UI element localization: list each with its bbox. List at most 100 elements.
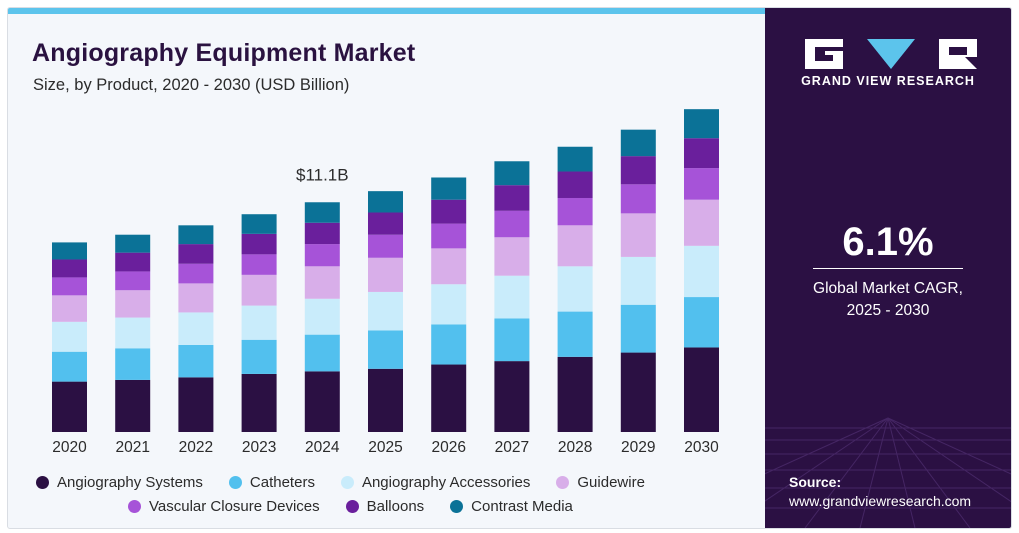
brand-panel: GRAND VIEW RESEARCH 6.1% Global Market C… bbox=[765, 8, 1011, 528]
grid-floor-decoration bbox=[765, 417, 1011, 528]
bar-2029-vascular-closure-devices bbox=[620, 184, 656, 214]
bar-2028-catheters bbox=[557, 311, 593, 357]
bar-2026-contrast-media bbox=[431, 177, 467, 200]
cagr-label-line-1: Global Market CAGR, bbox=[813, 280, 963, 297]
source-label: Source: bbox=[789, 474, 842, 490]
bar-2027-balloons bbox=[494, 185, 530, 211]
bar-2025-contrast-media bbox=[368, 191, 403, 213]
bar-2024-angiography-accessories bbox=[304, 298, 340, 335]
legend-item-guidewire: Guidewire bbox=[556, 474, 645, 491]
bar-2028-angiography-systems bbox=[557, 356, 593, 432]
bar-2029-balloons bbox=[620, 156, 656, 185]
x-tick-label: 2030 bbox=[684, 439, 719, 456]
stacked-bar-chart: 2020 2021 2022 2023 2024 $11.1B 2025 2026 2027 20… bbox=[52, 109, 719, 456]
bar-2020-vascular-closure-devices bbox=[52, 277, 87, 296]
bar-2030-angiography-accessories bbox=[684, 245, 719, 298]
chart-card: Angiography Equipment Market Size, by Pr… bbox=[7, 7, 1012, 529]
legend-item-balloons: Balloons bbox=[345, 497, 425, 515]
legend-label: Guidewire bbox=[577, 473, 645, 491]
bar-2023-contrast-media bbox=[241, 214, 277, 234]
legend-item-angiography-systems: Angiography Systems bbox=[36, 474, 203, 491]
x-tick-label: 2023 bbox=[242, 439, 276, 456]
x-tick-label: 2026 bbox=[431, 439, 465, 456]
bar-2030-balloons bbox=[684, 138, 719, 169]
bar-2021-angiography-systems bbox=[115, 379, 151, 432]
cagr-value: 6.1% bbox=[842, 220, 934, 264]
bar-2022-catheters bbox=[178, 344, 214, 378]
x-tick-label: 2028 bbox=[558, 439, 592, 456]
bar-2024-guidewire bbox=[304, 266, 340, 299]
accent-bar bbox=[8, 8, 765, 14]
bar-2022-guidewire bbox=[178, 283, 214, 313]
bar-2020-contrast-media bbox=[52, 242, 87, 260]
legend-swatch bbox=[450, 499, 464, 513]
legend-swatch bbox=[36, 475, 49, 489]
bar-2020-guidewire bbox=[52, 295, 87, 322]
bar-2027-contrast-media bbox=[494, 161, 530, 186]
bar-2022-angiography-systems bbox=[178, 377, 214, 432]
bar-2025-angiography-accessories bbox=[368, 291, 403, 331]
bar-2026-catheters bbox=[431, 324, 467, 365]
bar-2020-angiography-systems bbox=[52, 381, 87, 432]
bar-2020-catheters bbox=[52, 351, 87, 382]
bar-2028-angiography-accessories bbox=[557, 266, 593, 312]
legend-swatch bbox=[228, 475, 242, 489]
bar-2023-angiography-accessories bbox=[241, 305, 277, 340]
bar-2029-catheters bbox=[620, 304, 656, 353]
bar-2022-contrast-media bbox=[178, 225, 214, 245]
bar-2030-contrast-media bbox=[684, 109, 719, 139]
bar-2027-catheters bbox=[494, 318, 530, 362]
legend-item-vascular-closure-devices: Vascular Closure Devices bbox=[128, 498, 320, 515]
bar-2021-angiography-accessories bbox=[115, 317, 151, 349]
bar-2021-balloons bbox=[115, 252, 151, 272]
cagr-label: Global Market CAGR, 2025 - 2030 bbox=[765, 278, 1011, 322]
bar-2030-angiography-systems bbox=[684, 347, 719, 432]
bar-2020-angiography-accessories bbox=[52, 321, 87, 352]
cagr-divider bbox=[813, 268, 963, 269]
legend-label: Vascular Closure Devices bbox=[149, 497, 320, 515]
x-tick-label: 2021 bbox=[115, 439, 149, 456]
bar-2025-catheters bbox=[368, 330, 403, 369]
bar-2022-balloons bbox=[178, 244, 214, 264]
bar-2028-contrast-media bbox=[557, 146, 593, 172]
bar-2025-vascular-closure-devices bbox=[368, 234, 403, 258]
cagr-label-line-2: 2025 - 2030 bbox=[846, 302, 930, 319]
bar-2024-angiography-systems bbox=[304, 371, 340, 432]
bar-2021-catheters bbox=[115, 348, 151, 380]
legend-swatch bbox=[345, 499, 359, 513]
bar-2030-guidewire bbox=[684, 199, 719, 246]
bar-2025-angiography-systems bbox=[368, 368, 403, 432]
bar-2026-angiography-systems bbox=[431, 364, 467, 432]
bar-2023-balloons bbox=[241, 233, 277, 255]
legend-swatch bbox=[128, 499, 141, 513]
x-tick-label: 2020 bbox=[52, 439, 87, 456]
bar-2026-guidewire bbox=[431, 248, 467, 285]
bar-2029-angiography-systems bbox=[620, 352, 656, 432]
bar-2029-guidewire bbox=[620, 213, 656, 257]
bar-2028-vascular-closure-devices bbox=[557, 197, 593, 226]
legend-swatch bbox=[556, 475, 570, 489]
bar-2027-vascular-closure-devices bbox=[494, 210, 530, 238]
bar-2027-angiography-accessories bbox=[494, 275, 530, 319]
bar-2022-angiography-accessories bbox=[178, 312, 214, 345]
bar-2024-catheters bbox=[304, 334, 340, 372]
bar-2021-vascular-closure-devices bbox=[115, 271, 151, 291]
bar-2021-contrast-media bbox=[115, 234, 151, 253]
brand-name: GRAND VIEW RESEARCH bbox=[801, 74, 975, 88]
legend-item-contrast-media: Contrast Media bbox=[450, 498, 573, 515]
bar-2027-guidewire bbox=[494, 237, 530, 276]
legend-row-2: Vascular Closure Devices Balloons Contra… bbox=[36, 494, 756, 518]
bar-2026-angiography-accessories bbox=[431, 284, 467, 325]
x-tick-label: 2027 bbox=[495, 439, 529, 456]
source-url: www.grandviewresearch.com bbox=[789, 493, 972, 509]
bar-2021-guidewire bbox=[115, 290, 151, 318]
bar-2023-angiography-systems bbox=[241, 373, 277, 432]
bar-2029-contrast-media bbox=[620, 129, 656, 157]
legend-label: Catheters bbox=[249, 473, 315, 491]
bar-2029-angiography-accessories bbox=[620, 256, 656, 305]
bar-2023-guidewire bbox=[241, 274, 277, 306]
legend-label: Balloons bbox=[366, 497, 425, 515]
value-annotation: $11.1B bbox=[296, 165, 349, 184]
bar-2025-guidewire bbox=[368, 257, 403, 292]
bar-2027-angiography-systems bbox=[494, 361, 530, 432]
